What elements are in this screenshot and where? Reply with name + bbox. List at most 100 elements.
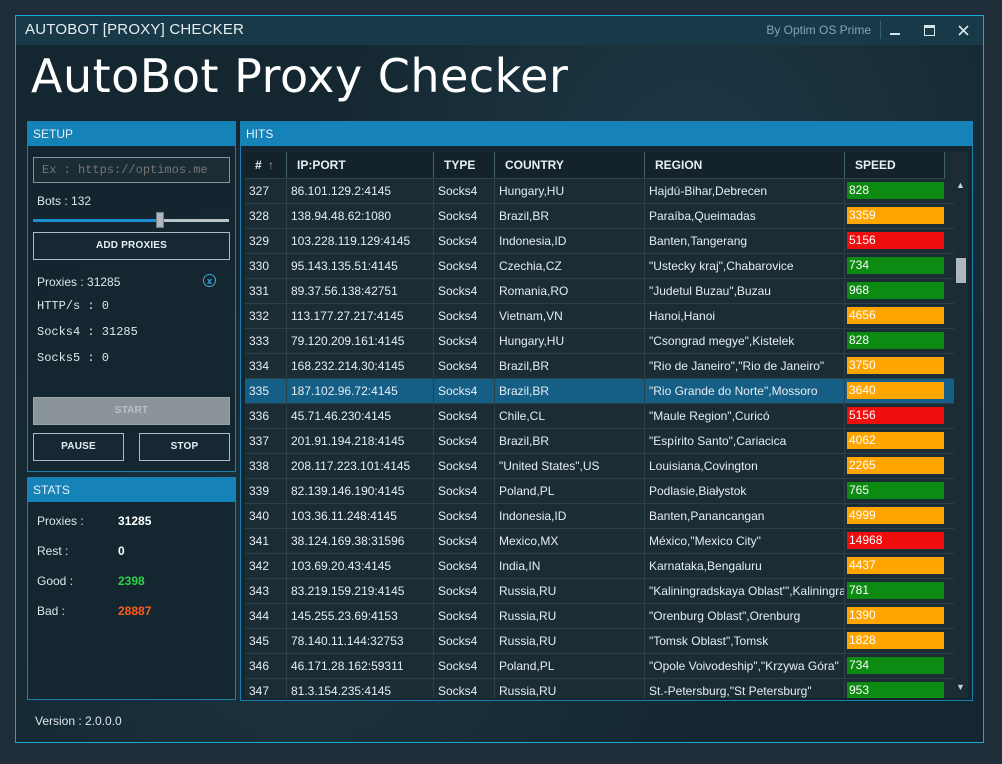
cell-n: 329 [245,229,287,253]
table-row[interactable]: 328 138.94.48.62:1080 Socks4 Brazil,BR Paraí… [245,204,955,229]
cell-n: 336 [245,404,287,428]
table-row[interactable]: 329 103.228.119.129:4145 Socks4 Indonesia,I… [245,229,955,254]
cell-n: 337 [245,429,287,453]
cell-n: 332 [245,304,287,328]
scroll-down-icon[interactable]: ▼ [956,682,965,692]
cell-region: "Ustecky kraj",Chabarovice [645,254,845,278]
table-row[interactable]: 344 145.255.23.69:4153 Socks4 Russia,RU "Ore… [245,604,955,629]
cell-country: Russia,RU [495,679,645,698]
cell-ip: 83.219.159.219:4145 [287,579,434,603]
close-icon [957,25,969,36]
minimize-button[interactable] [879,16,911,45]
cell-speed: 828 [847,182,944,199]
pause-button[interactable]: PAUSE [33,433,124,461]
cell-type: Socks4 [434,479,495,503]
cell-region: "Rio de Janeiro","Rio de Janeiro" [645,354,845,378]
cell-region: "Tomsk Oblast",Tomsk [645,629,845,653]
stat-label: Rest : [37,544,69,558]
column-header-number[interactable]: # ↑ [245,152,287,178]
cell-type: Socks4 [434,454,495,478]
column-header-region[interactable]: REGION [645,152,845,178]
cell-speed: 14968 [847,532,944,549]
table-row[interactable]: 347 81.3.154.235:4145 Socks4 Russia,RU St.-P… [245,679,955,698]
cell-country: Poland,PL [495,479,645,503]
cell-region: Banten,Tangerang [645,229,845,253]
table-row[interactable]: 339 82.139.146.190:4145 Socks4 Poland,PL Pod… [245,479,955,504]
cell-n: 340 [245,504,287,528]
cell-n: 334 [245,354,287,378]
table-row[interactable]: 334 168.232.214.30:4145 Socks4 Brazil,BR "Ri… [245,354,955,379]
title-bar[interactable]: AUTOBOT [PROXY] CHECKER By Optim OS Prim… [16,16,983,45]
cell-n: 341 [245,529,287,553]
cell-country: Indonesia,ID [495,504,645,528]
cell-type: Socks4 [434,304,495,328]
stat-label: Proxies : [37,514,84,528]
column-header-type[interactable]: TYPE [434,152,495,178]
maximize-button[interactable] [913,16,945,45]
clear-proxies-icon[interactable]: x [203,274,216,287]
cell-n: 330 [245,254,287,278]
cell-ip: 208.117.223.101:4145 [287,454,434,478]
cell-n: 345 [245,629,287,653]
cell-country: Russia,RU [495,629,645,653]
cell-speed: 781 [847,582,944,599]
setup-panel: SETUP Bots : 132 ADD PROXIES Proxies : 3… [27,121,236,472]
app-window: AUTOBOT [PROXY] CHECKER By Optim OS Prim… [15,15,984,743]
column-header-speed[interactable]: SPEED [845,152,945,178]
cell-type: Socks4 [434,404,495,428]
cell-ip: 46.171.28.162:59311 [287,654,434,678]
titlebar-divider [880,21,881,39]
table-row[interactable]: 330 95.143.135.51:4145 Socks4 Czechia,CZ "Us… [245,254,955,279]
cell-n: 335 [245,379,287,403]
close-button[interactable] [947,16,979,45]
table-row[interactable]: 340 103.36.11.248:4145 Socks4 Indonesia,ID B… [245,504,955,529]
start-button[interactable]: START [33,397,230,425]
stats-panel: STATS Proxies : 31285 Rest : 0 Good : 2398 Bad… [27,477,236,700]
table-row[interactable]: 338 208.117.223.101:4145 Socks4 "United Sta… [245,454,955,479]
table-row[interactable]: 332 113.177.27.217:4145 Socks4 Vietnam,VN Ha… [245,304,955,329]
cell-country: India,IN [495,554,645,578]
table-row[interactable]: 343 83.219.159.219:4145 Socks4 Russia,RU "Ka… [245,579,955,604]
cell-speed: 828 [847,332,944,349]
cell-region: "Opole Voivodeship","Krzywa Góra" [645,654,845,678]
table-row[interactable]: 333 79.120.209.161:4145 Socks4 Hungary,HU "C… [245,329,955,354]
cell-type: Socks4 [434,504,495,528]
cell-country: Hungary,HU [495,329,645,353]
table-row[interactable]: 342 103.69.20.43:4145 Socks4 India,IN Karnat… [245,554,955,579]
cell-ip: 86.101.129.2:4145 [287,179,434,203]
table-row[interactable]: 327 86.101.129.2:4145 Socks4 Hungary,HU Hajd… [245,179,955,204]
stat-value: 2398 [118,574,145,588]
cell-country: Vietnam,VN [495,304,645,328]
table-row[interactable]: 341 38.124.169.38:31596 Socks4 Mexico,MX Méx… [245,529,955,554]
table-row[interactable]: 345 78.140.11.144:32753 Socks4 Russia,RU "To… [245,629,955,654]
app-title: AutoBot Proxy Checker [31,49,569,103]
stop-button[interactable]: STOP [139,433,230,461]
cell-country: Czechia,CZ [495,254,645,278]
cell-country: Brazil,BR [495,204,645,228]
cell-type: Socks4 [434,254,495,278]
table-row[interactable]: 336 45.71.46.230:4145 Socks4 Chile,CL "Maule… [245,404,955,429]
bots-slider[interactable] [33,212,229,228]
cell-region: Banten,Panancangan [645,504,845,528]
table-row[interactable]: 337 201.91.194.218:4145 Socks4 Brazil,BR "Es… [245,429,955,454]
table-row[interactable]: 346 46.171.28.162:59311 Socks4 Poland,PL "Op… [245,654,955,679]
url-input[interactable] [33,157,230,183]
bots-slider-thumb[interactable] [156,212,165,228]
cell-country: Brazil,BR [495,379,645,403]
cell-ip: 103.228.119.129:4145 [287,229,434,253]
table-row[interactable]: 335 187.102.96.72:4145 Socks4 Brazil,BR "Rio… [245,379,955,404]
cell-speed: 734 [847,657,944,674]
column-header-ip-port[interactable]: IP:PORT [287,152,434,178]
cell-speed: 1390 [847,607,944,624]
add-proxies-button[interactable]: ADD PROXIES [33,232,230,260]
cell-speed: 3750 [847,357,944,374]
byline: By Optim OS Prime [766,23,871,37]
cell-speed: 2265 [847,457,944,474]
table-row[interactable]: 331 89.37.56.138:42751 Socks4 Romania,RO "Ju… [245,279,955,304]
cell-region: "Kaliningradskaya Oblast'",Kaliningrad [645,579,845,603]
table-scrollbar[interactable]: ▲ ▼ [954,152,968,698]
scrollbar-thumb[interactable] [956,258,966,283]
scroll-up-icon[interactable]: ▲ [956,180,965,190]
column-header-country[interactable]: COUNTRY [495,152,645,178]
proxies-count: Proxies : 31285 [37,275,121,289]
